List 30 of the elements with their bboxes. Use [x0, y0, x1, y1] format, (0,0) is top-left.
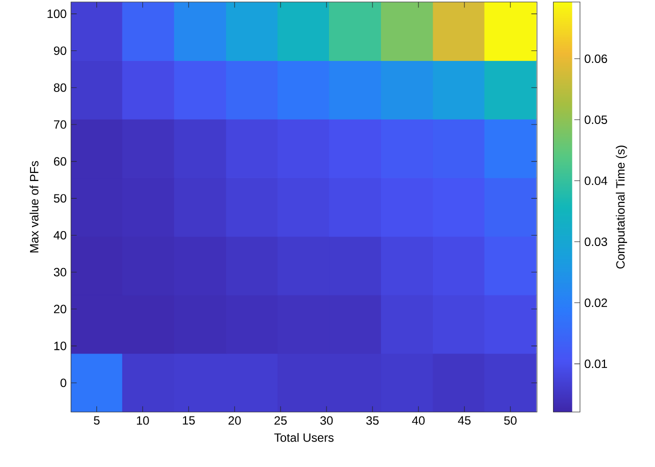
- x-axis-title: Total Users: [274, 433, 334, 442]
- x-tick-label: 20: [228, 416, 241, 425]
- x-tick-label: 30: [320, 416, 333, 425]
- x-tick-label: 15: [182, 416, 195, 425]
- y-tick-label: 20: [54, 304, 66, 314]
- x-tick-label: 35: [366, 416, 379, 425]
- y-tick-label: 60: [54, 157, 66, 166]
- x-tick-label: 50: [504, 416, 517, 425]
- x-tick-label: 5: [94, 416, 100, 425]
- color-bar-label: 0.05: [584, 115, 608, 124]
- y-tick-label: 100: [48, 10, 66, 18]
- x-tick-label: 10: [136, 416, 149, 425]
- color-bar-label: 0.01: [584, 360, 608, 368]
- y-tick-label: 10: [54, 342, 66, 350]
- y-tick-label: 30: [54, 268, 66, 276]
- color-bar-label: 0.03: [584, 238, 608, 246]
- x-tick-label: 25: [274, 416, 287, 425]
- y-tick-label: 70: [54, 120, 66, 129]
- color-bar-label: 0.06: [584, 54, 608, 63]
- y-tick-label: 80: [54, 83, 66, 92]
- color-bar-label: 0.04: [584, 176, 608, 186]
- color-bar-title: Computational Time (s): [616, 146, 628, 269]
- y-tick-label: 90: [54, 46, 66, 55]
- y-axis-title: Max value of PFs: [30, 161, 38, 252]
- y-tick-label: 0: [60, 378, 66, 388]
- x-tick-label: 45: [458, 416, 471, 425]
- y-tick-label: 50: [54, 194, 66, 203]
- x-tick-label: 40: [412, 416, 425, 425]
- y-tick-label: 40: [54, 230, 66, 240]
- color-bar-label: 0.02: [584, 298, 607, 308]
